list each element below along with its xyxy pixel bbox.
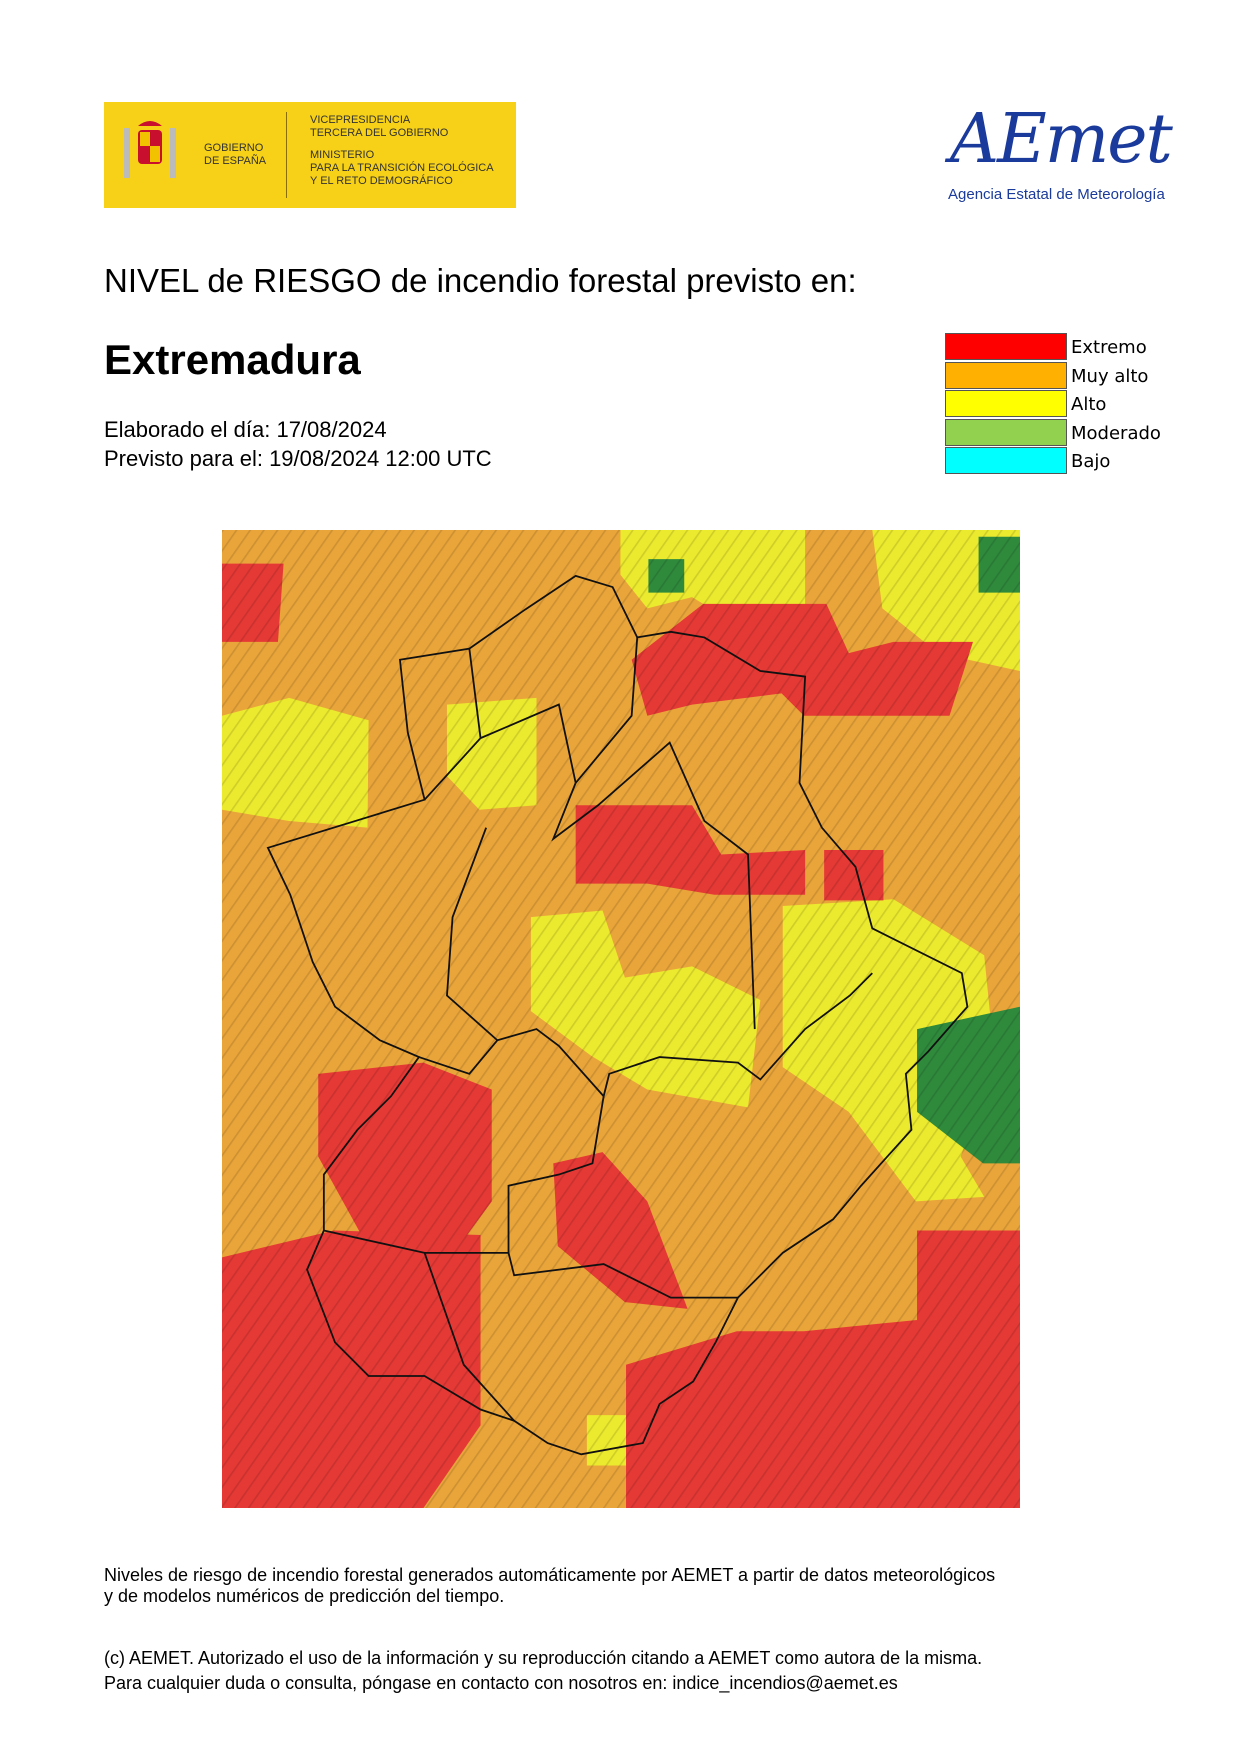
- legend-swatch: [945, 390, 1067, 417]
- legend-label: Muy alto: [1071, 365, 1149, 387]
- text: TERCERA DEL GOBIERNO: [310, 127, 449, 139]
- risk-map: [222, 530, 1020, 1508]
- footer-line: y de modelos numéricos de predicción del…: [104, 1586, 505, 1606]
- legend-swatch: [945, 447, 1067, 474]
- valid: Previsto para el: 19/08/2024 12:00 UTC: [104, 446, 492, 471]
- legend-item: Alto: [945, 390, 1205, 418]
- legend-item: Bajo: [945, 447, 1205, 475]
- legend-swatch: [945, 361, 1067, 389]
- text: GOBIERNO: [204, 142, 264, 154]
- legend: Extremo Muy alto Alto Moderado Bajo: [945, 333, 1205, 478]
- legend-label: Alto: [1071, 394, 1107, 415]
- legend-label: Bajo: [1071, 451, 1111, 472]
- legend-swatch: [945, 418, 1067, 446]
- legend-label: Extremo: [1071, 337, 1147, 358]
- text: Y EL RETO DEMOGRÁFICO: [310, 175, 453, 187]
- text: MINISTERIO: [310, 149, 375, 161]
- legend-label: Moderado: [1071, 422, 1161, 444]
- footer-line: Niveles de riesgo de incendio forestal g…: [104, 1565, 996, 1585]
- legend-item: Extremo: [945, 333, 1205, 361]
- aemet-logo: AEmet: [950, 100, 1173, 179]
- coat-of-arms: [124, 121, 176, 178]
- aemet-name: Agencia Estatal de Meteorología: [948, 186, 1165, 203]
- footer-line: Para cualquier duda o consulta, póngase …: [104, 1673, 898, 1693]
- ministry: VICEPRESIDENCIA TERCERA DEL GOBIERNO MINI…: [310, 114, 494, 188]
- legend-item: Moderado: [945, 418, 1205, 447]
- text: PARA LA TRANSICIÓN ECOLÓGICA: [310, 162, 494, 174]
- footer-line: (c) AEMET. Autorizado el uso de la infor…: [104, 1648, 983, 1668]
- issued: Elaborado el día: 17/08/2024: [104, 417, 387, 442]
- gov-logo: GOBIERNO DE ESPAÑA VICEPRESIDENCIA TERCERA…: [104, 102, 516, 208]
- text: VICEPRESIDENCIA: [310, 114, 411, 126]
- title: NIVEL de RIESGO de incendio forestal pre…: [104, 262, 857, 299]
- region: Extremadura: [104, 336, 361, 383]
- legend-swatch: [945, 333, 1067, 360]
- legend-item: Muy alto: [945, 361, 1205, 390]
- text: DE ESPAÑA: [204, 155, 267, 167]
- gov-name: GOBIERNO DE ESPAÑA: [204, 142, 266, 168]
